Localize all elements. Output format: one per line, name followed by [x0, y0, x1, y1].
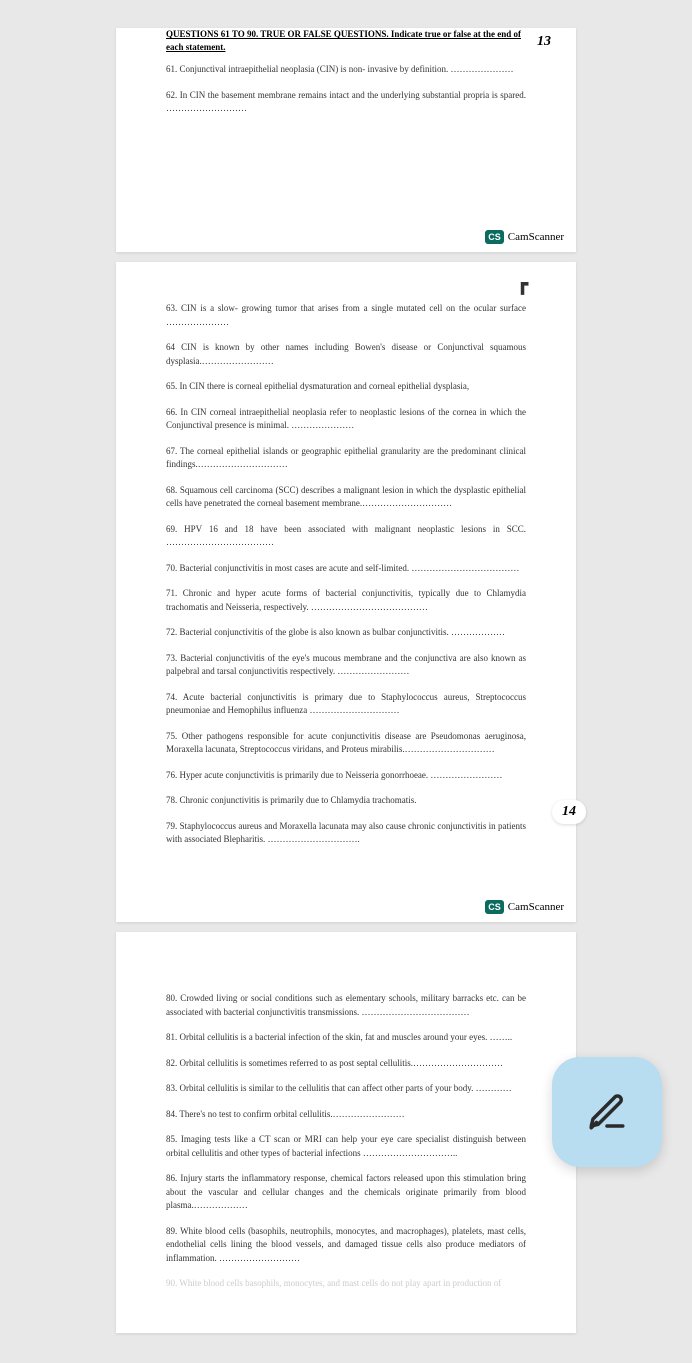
camscanner-watermark: CS CamScanner	[485, 900, 564, 914]
question-72: 72. Bacterial conjunctivitis of the glob…	[166, 626, 526, 640]
question-61: 61. Conjunctival intraepithelial neoplas…	[166, 63, 526, 77]
question-66: 66. In CIN corneal intraepithelial neopl…	[166, 406, 526, 433]
question-86: 86. Injury starts the inflammatory respo…	[166, 1172, 526, 1213]
question-64: 64 CIN is known by other names including…	[166, 341, 526, 368]
page-15: 80. Crowded living or social conditions …	[116, 932, 576, 1333]
page-number-13: 13	[527, 30, 561, 54]
cs-badge-icon: CS	[485, 230, 504, 244]
question-63: 63. CIN is a slow- growing tumor that ar…	[166, 302, 526, 329]
question-73: 73. Bacterial conjunctivitis of the eye'…	[166, 652, 526, 679]
question-90: 90. White blood cells basophils, monocyt…	[166, 1277, 526, 1291]
question-78: 78. Chronic conjunctivitis is primarily …	[166, 794, 526, 808]
question-67: 67. The corneal epithelial islands or ge…	[166, 445, 526, 472]
camscanner-label: CamScanner	[508, 901, 564, 913]
question-84: 84. There's no test to confirm orbital c…	[166, 1108, 526, 1122]
question-70: 70. Bacterial conjunctivitis in most cas…	[166, 562, 526, 576]
question-76: 76. Hyper acute conjunctivitis is primar…	[166, 769, 526, 783]
question-82: 82. Orbital cellulitis is sometimes refe…	[166, 1057, 526, 1071]
question-62: 62. In CIN the basement membrane remains…	[166, 89, 526, 116]
question-74: 74. Acute bacterial conjunctivitis is pr…	[166, 691, 526, 718]
question-83: 83. Orbital cellulitis is similar to the…	[166, 1082, 526, 1096]
questions-header: QUESTIONS 61 TO 90. TRUE OR FALSE QUESTI…	[166, 28, 526, 53]
question-69: 69. HPV 16 and 18 have been associated w…	[166, 523, 526, 550]
question-75: 75. Other pathogens responsible for acut…	[166, 730, 526, 757]
question-79: 79. Staphylococcus aureus and Moraxella …	[166, 820, 526, 847]
page-13: 13 QUESTIONS 61 TO 90. TRUE OR FALSE QUE…	[116, 28, 576, 252]
edit-fab-button[interactable]	[552, 1057, 662, 1167]
question-81: 81. Orbital cellulitis is a bacterial in…	[166, 1031, 526, 1045]
question-85: 85. Imaging tests like a CT scan or MRI …	[166, 1133, 526, 1160]
question-65: 65. In CIN there is corneal epithelial d…	[166, 380, 526, 394]
corner-mark-icon: ┏	[517, 274, 528, 295]
question-80: 80. Crowded living or social conditions …	[166, 992, 526, 1019]
question-89: 89. White blood cells (basophils, neutro…	[166, 1225, 526, 1266]
question-71: 71. Chronic and hyper acute forms of bac…	[166, 587, 526, 614]
page-14: ┏ 14 63. CIN is a slow- growing tumor th…	[116, 262, 576, 922]
camscanner-watermark: CS CamScanner	[485, 230, 564, 244]
question-68: 68. Squamous cell carcinoma (SCC) descri…	[166, 484, 526, 511]
edit-pencil-icon	[586, 1091, 628, 1133]
page-number-14: 14	[552, 800, 586, 824]
cs-badge-icon: CS	[485, 900, 504, 914]
camscanner-label: CamScanner	[508, 231, 564, 243]
